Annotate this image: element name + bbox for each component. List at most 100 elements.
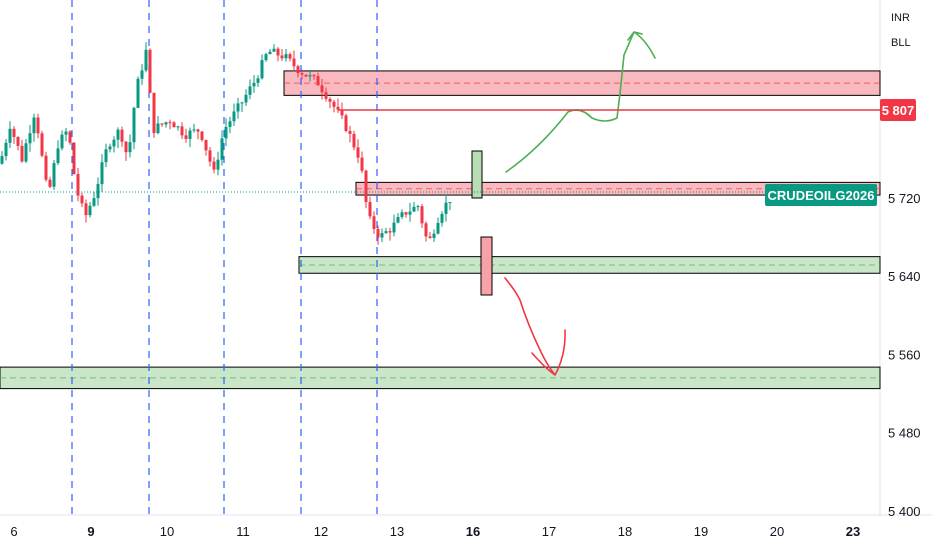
candle xyxy=(72,141,76,175)
candle xyxy=(344,113,348,133)
supply-zone[interactable] xyxy=(283,70,881,96)
currency-label[interactable]: INR xyxy=(891,12,910,24)
candle xyxy=(328,96,332,109)
candle xyxy=(320,78,324,100)
candle xyxy=(444,194,448,222)
candle xyxy=(244,89,248,106)
candle xyxy=(180,122,184,139)
candle xyxy=(68,130,72,145)
candle xyxy=(148,48,152,94)
candle xyxy=(188,127,192,148)
candle xyxy=(348,125,352,143)
candle xyxy=(356,139,360,164)
candle xyxy=(88,201,92,218)
candle xyxy=(360,151,364,174)
candle xyxy=(8,121,12,149)
candle xyxy=(192,123,196,133)
candle xyxy=(276,47,280,62)
time-tick-label: 16 xyxy=(466,524,480,539)
candle xyxy=(300,69,304,80)
candle xyxy=(76,168,80,202)
candle xyxy=(280,49,284,61)
candle xyxy=(404,211,408,218)
bullish-marker-box[interactable] xyxy=(471,150,483,199)
candle xyxy=(172,120,176,128)
candle xyxy=(416,204,420,212)
candle xyxy=(396,213,400,224)
time-tick-label: 10 xyxy=(160,524,174,539)
demand-zone[interactable] xyxy=(298,256,881,274)
time-tick-label: 11 xyxy=(236,524,250,539)
demand-zone[interactable] xyxy=(0,366,881,390)
time-tick-label: 6 xyxy=(10,524,17,539)
candle xyxy=(428,232,432,239)
candle xyxy=(368,196,372,220)
candle xyxy=(60,130,64,151)
candle xyxy=(100,154,104,192)
price-axis[interactable]: 5 400 5 480 5 560 5 640 5 720 xyxy=(888,191,921,519)
candle xyxy=(316,72,320,86)
time-tick-label: 18 xyxy=(618,524,632,539)
candle xyxy=(252,75,256,93)
candle xyxy=(52,159,56,190)
candle xyxy=(132,106,136,150)
resistance-price-badge: 5 807 xyxy=(880,99,916,121)
candle xyxy=(168,119,172,130)
candle xyxy=(112,136,116,153)
time-tick-label: 13 xyxy=(390,524,404,539)
candle xyxy=(408,202,412,222)
candles-layer xyxy=(0,42,452,245)
candle xyxy=(0,151,4,165)
candle xyxy=(104,143,108,168)
candle xyxy=(144,42,148,73)
candle xyxy=(256,75,260,87)
bearish-projection-arrow xyxy=(504,277,566,376)
candle xyxy=(120,126,124,147)
price-tick-label: 5 560 xyxy=(888,347,921,362)
time-tick-label: 19 xyxy=(694,524,708,539)
candle xyxy=(40,130,44,158)
candle xyxy=(216,151,220,176)
resistance-price-label: 5 807 xyxy=(882,103,915,118)
candle xyxy=(384,227,388,234)
candle xyxy=(36,113,40,139)
candle xyxy=(20,140,24,163)
candle xyxy=(28,124,32,152)
candle xyxy=(288,52,292,62)
candle xyxy=(372,211,376,234)
candle xyxy=(232,103,236,127)
candle xyxy=(260,54,264,80)
candle xyxy=(236,97,240,119)
candle xyxy=(400,209,404,220)
candle xyxy=(296,64,300,78)
candle xyxy=(332,99,336,113)
symbol-label: CRUDEOILG2026 xyxy=(768,188,875,203)
candle xyxy=(160,123,164,127)
candle xyxy=(140,64,144,85)
candle xyxy=(212,156,216,174)
bullish-projection-arrow xyxy=(505,31,656,173)
candle xyxy=(164,121,168,128)
candle xyxy=(64,127,68,142)
candle xyxy=(24,138,28,164)
candle xyxy=(92,191,96,207)
candle xyxy=(324,87,328,102)
time-axis[interactable]: 6 9 10 11 12 13 16 17 18 19 20 23 xyxy=(10,524,860,539)
candle xyxy=(96,177,100,206)
candle xyxy=(304,74,308,78)
candle xyxy=(116,127,120,149)
bearish-marker-box[interactable] xyxy=(480,236,493,296)
candle xyxy=(204,139,208,156)
drawings-layer xyxy=(471,31,656,376)
unit-label[interactable]: BLL xyxy=(891,37,911,49)
candle xyxy=(272,44,276,53)
time-tick-label: 9 xyxy=(87,524,94,539)
candle xyxy=(424,221,428,242)
candle xyxy=(340,102,344,120)
candle xyxy=(108,143,112,153)
candle xyxy=(284,48,288,62)
time-tick-label: 12 xyxy=(314,524,328,539)
candle xyxy=(44,151,48,182)
candle xyxy=(84,199,88,223)
